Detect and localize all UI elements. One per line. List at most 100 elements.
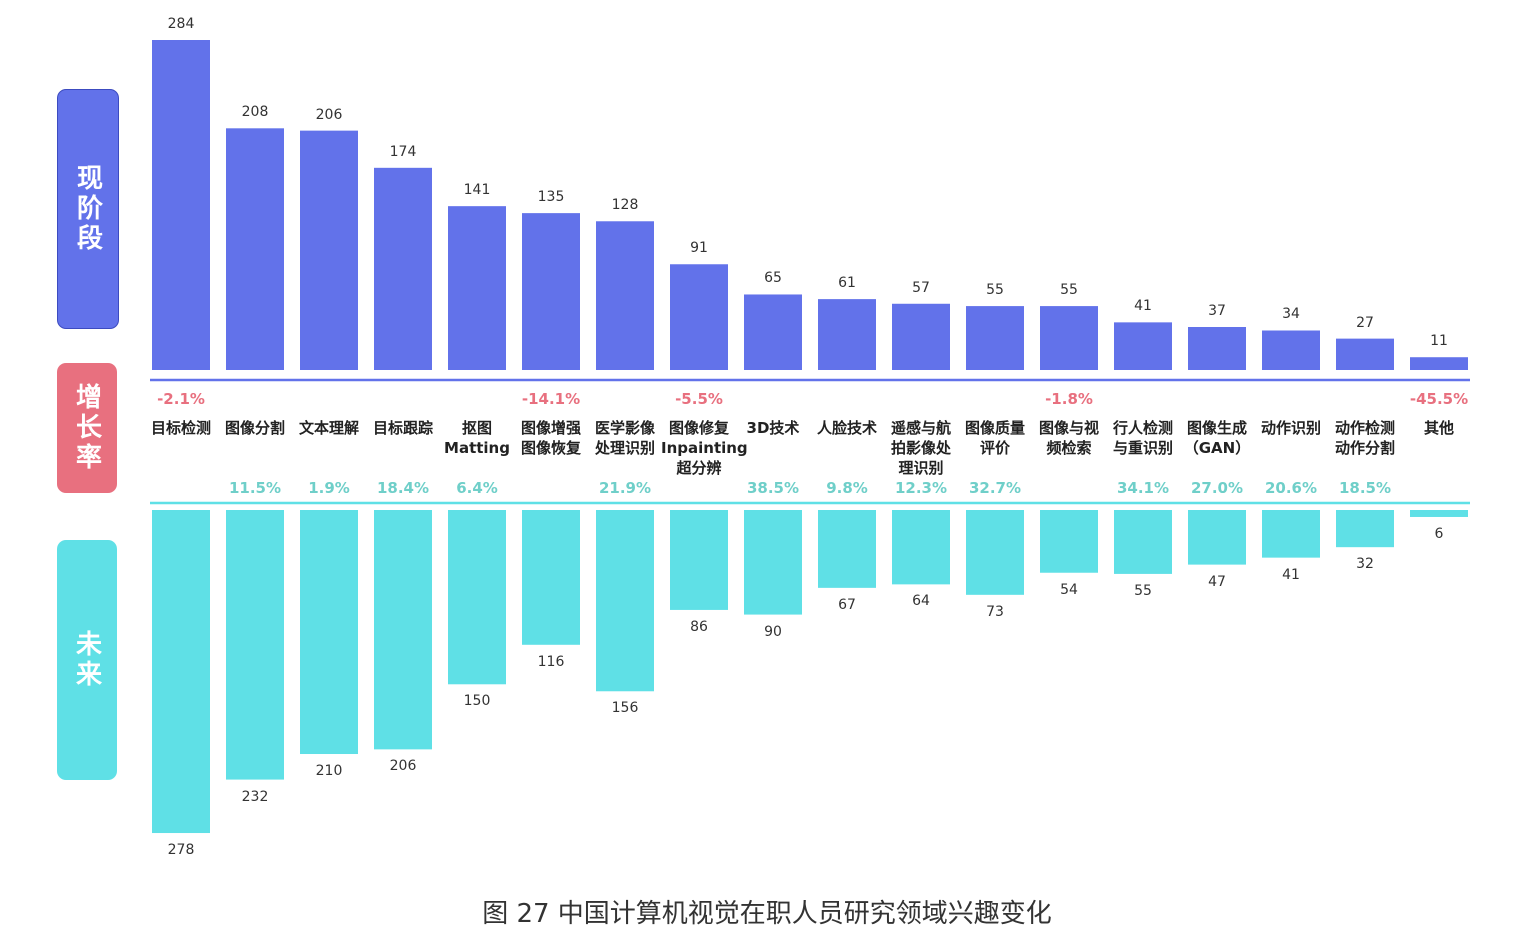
series-label: 现阶段 xyxy=(57,89,119,329)
growth-label: 18.4% xyxy=(376,479,430,497)
growth-label: -5.5% xyxy=(675,390,723,408)
growth-label: 34.1% xyxy=(1116,479,1170,497)
value-label: 32 xyxy=(1356,556,1374,573)
growth-label: 增长率 xyxy=(57,363,117,493)
bar xyxy=(1040,510,1098,573)
bar xyxy=(818,510,876,588)
category-label: 目标检测 xyxy=(150,419,211,437)
category-label: 行人检测 与重识别 xyxy=(1112,419,1173,457)
category-label: 图像增强 图像恢复 xyxy=(520,419,581,457)
category-label: 图像与视 频检索 xyxy=(1038,419,1099,457)
bar xyxy=(596,510,654,692)
category-label: 医学影像 处理识别 xyxy=(594,419,655,457)
bar xyxy=(966,306,1024,370)
value-label: 55 xyxy=(986,282,1004,299)
category-label: 3D技术 xyxy=(746,419,800,437)
growth-label: -2.1% xyxy=(157,390,205,408)
growth-label: 20.6% xyxy=(1264,479,1318,497)
bar xyxy=(596,221,654,370)
value-label: 206 xyxy=(315,106,343,123)
value-label: 86 xyxy=(690,618,708,635)
category-label: 图像质量 评价 xyxy=(964,419,1025,457)
value-label: 6 xyxy=(1434,525,1444,542)
category-label: 其他 xyxy=(1423,419,1454,437)
value-label: 141 xyxy=(463,182,491,199)
series-label: 未来 xyxy=(57,540,117,780)
growth-label: 18.5% xyxy=(1338,479,1392,497)
value-label: 206 xyxy=(389,758,417,775)
bar xyxy=(1188,510,1246,565)
value-label: 91 xyxy=(690,240,708,257)
bar xyxy=(448,510,506,685)
value-label: 37 xyxy=(1208,303,1226,319)
value-label: 284 xyxy=(167,16,195,32)
category-label: 文本理解 xyxy=(298,419,359,437)
bar xyxy=(670,264,728,370)
category-label: 目标跟踪 xyxy=(372,419,433,437)
value-label: 61 xyxy=(838,275,856,292)
value-label: 232 xyxy=(241,788,269,805)
value-label: 174 xyxy=(389,143,417,160)
category-label: 遥感与航 拍影像处 理识别 xyxy=(890,419,951,477)
value-label: 41 xyxy=(1134,298,1152,315)
bar xyxy=(744,510,802,615)
value-label: 57 xyxy=(912,279,930,296)
value-label: 27 xyxy=(1356,314,1374,331)
growth-label: -14.1% xyxy=(521,390,581,408)
bar xyxy=(1188,327,1246,370)
bar xyxy=(670,510,728,610)
bar xyxy=(892,303,950,370)
bar xyxy=(152,510,210,834)
value-label: 67 xyxy=(838,596,856,613)
category-label: 动作识别 xyxy=(1260,419,1321,437)
bar xyxy=(522,510,580,645)
bar xyxy=(1410,510,1468,517)
bar xyxy=(818,299,876,370)
bar xyxy=(1262,330,1320,370)
category-label: 动作检测 动作分割 xyxy=(1334,419,1395,457)
bar xyxy=(300,130,358,370)
bar xyxy=(1114,322,1172,370)
growth-label: 1.9% xyxy=(308,479,350,497)
bar xyxy=(448,206,506,370)
value-label: 156 xyxy=(611,700,639,717)
value-label: 116 xyxy=(537,653,565,670)
bar xyxy=(1336,510,1394,548)
bar xyxy=(1410,357,1468,370)
value-label: 150 xyxy=(463,693,491,710)
value-label: 41 xyxy=(1282,566,1300,583)
value-label: 90 xyxy=(764,623,782,640)
value-label: 208 xyxy=(241,104,269,121)
growth-label: 21.9% xyxy=(598,479,652,497)
bar xyxy=(1114,510,1172,574)
growth-label: -1.8% xyxy=(1045,390,1093,408)
chart-title: 图 27 中国计算机视觉在职人员研究领域兴趣变化 xyxy=(482,899,1052,929)
category-label: 图像分割 xyxy=(224,419,285,437)
value-label: 64 xyxy=(912,593,930,610)
growth-label: 9.8% xyxy=(826,479,868,497)
bar xyxy=(1040,306,1098,370)
bar xyxy=(1336,338,1394,370)
growth-label: 11.5% xyxy=(228,479,282,497)
growth-label: 12.3% xyxy=(894,479,948,497)
growth-label: 38.5% xyxy=(746,479,800,497)
bar xyxy=(522,213,580,370)
value-label: 65 xyxy=(764,270,782,287)
growth-label: 32.7% xyxy=(968,479,1022,497)
growth-label: 27.0% xyxy=(1190,479,1244,497)
bar xyxy=(892,510,950,585)
value-label: 128 xyxy=(611,197,639,214)
growth-label: -45.5% xyxy=(1409,390,1469,408)
value-label: 55 xyxy=(1134,582,1152,599)
value-label: 135 xyxy=(537,189,565,206)
bar xyxy=(374,167,432,370)
category-label: 图像生成 （GAN） xyxy=(1183,419,1251,457)
value-label: 73 xyxy=(986,603,1004,620)
value-label: 47 xyxy=(1208,573,1226,590)
category-label: 抠图 Matting xyxy=(444,419,510,457)
bar xyxy=(152,40,210,370)
bar xyxy=(744,294,802,370)
category-label: 人脸技术 xyxy=(816,419,877,437)
value-label: 210 xyxy=(315,763,343,779)
